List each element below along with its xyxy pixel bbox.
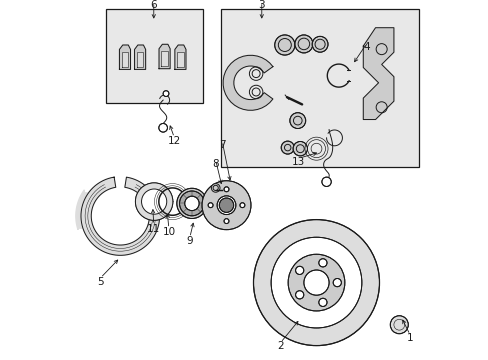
Polygon shape [134, 45, 145, 69]
Text: 1: 1 [406, 333, 412, 343]
Text: 12: 12 [167, 136, 181, 146]
Text: 5: 5 [97, 276, 103, 287]
Circle shape [208, 203, 213, 208]
Text: 10: 10 [162, 227, 175, 237]
Text: 3: 3 [258, 0, 264, 10]
Polygon shape [363, 28, 393, 120]
Circle shape [332, 279, 341, 287]
Text: 9: 9 [186, 236, 193, 246]
Circle shape [141, 189, 166, 214]
Text: 7: 7 [219, 140, 225, 150]
Circle shape [179, 191, 204, 216]
Polygon shape [81, 177, 159, 255]
Bar [106, 9, 203, 103]
Circle shape [292, 141, 307, 156]
Text: 11: 11 [147, 224, 160, 234]
Circle shape [318, 298, 326, 306]
Circle shape [389, 316, 407, 334]
Polygon shape [161, 51, 167, 67]
Circle shape [281, 141, 294, 154]
Polygon shape [175, 45, 185, 69]
Text: 2: 2 [277, 341, 283, 351]
Circle shape [184, 196, 199, 211]
Circle shape [318, 259, 326, 267]
Polygon shape [223, 55, 272, 110]
Circle shape [159, 123, 167, 132]
Circle shape [295, 291, 303, 299]
Circle shape [287, 254, 344, 311]
Circle shape [294, 35, 312, 53]
Polygon shape [137, 52, 143, 67]
Circle shape [253, 220, 379, 346]
Circle shape [270, 237, 361, 328]
Polygon shape [119, 45, 130, 69]
Circle shape [177, 188, 206, 219]
Polygon shape [122, 52, 128, 67]
Circle shape [202, 181, 250, 230]
Circle shape [311, 36, 327, 52]
Circle shape [321, 177, 330, 186]
Polygon shape [76, 190, 88, 230]
Circle shape [240, 203, 244, 208]
Circle shape [295, 266, 303, 274]
Text: 13: 13 [291, 157, 305, 167]
Circle shape [217, 196, 235, 215]
Circle shape [219, 198, 233, 212]
Bar [221, 9, 418, 167]
Circle shape [274, 35, 294, 55]
Circle shape [135, 183, 172, 220]
Polygon shape [159, 44, 170, 69]
Circle shape [224, 187, 228, 192]
Text: 8: 8 [212, 159, 219, 169]
Circle shape [163, 91, 168, 96]
Circle shape [211, 184, 220, 192]
Circle shape [303, 270, 328, 295]
Text: 4: 4 [363, 42, 369, 52]
Circle shape [224, 219, 228, 224]
Polygon shape [177, 52, 183, 67]
Text: 6: 6 [150, 0, 157, 10]
Circle shape [289, 113, 305, 129]
